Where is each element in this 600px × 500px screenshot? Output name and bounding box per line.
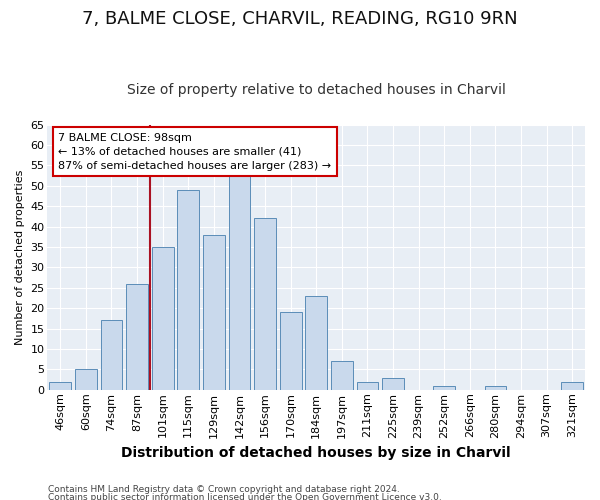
Bar xyxy=(356,382,379,390)
Text: Contains public sector information licensed under the Open Government Licence v3: Contains public sector information licen… xyxy=(48,492,442,500)
Bar xyxy=(229,170,250,390)
Bar xyxy=(178,190,199,390)
Bar xyxy=(280,312,302,390)
Title: Size of property relative to detached houses in Charvil: Size of property relative to detached ho… xyxy=(127,83,506,97)
X-axis label: Distribution of detached houses by size in Charvil: Distribution of detached houses by size … xyxy=(121,446,511,460)
Text: Contains HM Land Registry data © Crown copyright and database right 2024.: Contains HM Land Registry data © Crown c… xyxy=(48,486,400,494)
Bar xyxy=(485,386,506,390)
Bar xyxy=(331,361,353,390)
Text: 7 BALME CLOSE: 98sqm
← 13% of detached houses are smaller (41)
87% of semi-detac: 7 BALME CLOSE: 98sqm ← 13% of detached h… xyxy=(58,132,331,170)
Bar xyxy=(562,382,583,390)
Bar xyxy=(101,320,122,390)
Bar xyxy=(75,370,97,390)
Y-axis label: Number of detached properties: Number of detached properties xyxy=(15,170,25,345)
Bar xyxy=(305,296,327,390)
Text: 7, BALME CLOSE, CHARVIL, READING, RG10 9RN: 7, BALME CLOSE, CHARVIL, READING, RG10 9… xyxy=(82,10,518,28)
Bar xyxy=(126,284,148,390)
Bar xyxy=(203,234,225,390)
Bar xyxy=(49,382,71,390)
Bar xyxy=(382,378,404,390)
Bar xyxy=(254,218,276,390)
Bar xyxy=(433,386,455,390)
Bar xyxy=(152,247,173,390)
